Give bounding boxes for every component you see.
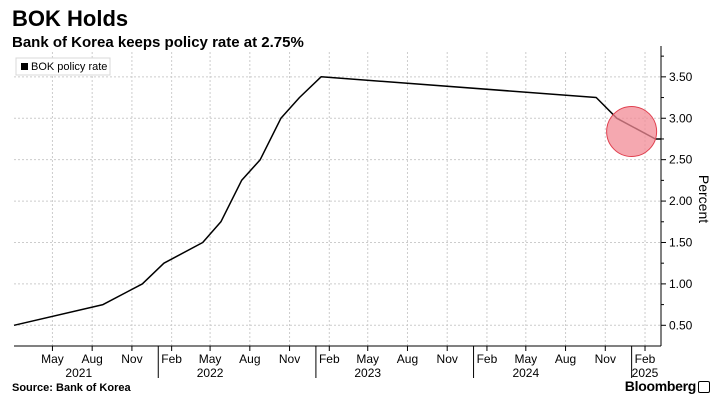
year-label: 2024 <box>512 366 539 380</box>
x-tick-label: Nov <box>279 352 300 366</box>
x-tick-label: Aug <box>239 352 260 366</box>
y-tick-label: 0.50 <box>669 318 693 332</box>
x-tick-label: Aug <box>555 352 576 366</box>
x-tick-label: May <box>199 352 222 366</box>
x-tick-label: Feb <box>319 352 340 366</box>
x-tick-label: May <box>41 352 64 366</box>
legend-label: BOK policy rate <box>31 61 107 73</box>
x-tick-label: Nov <box>595 352 616 366</box>
x-tick-label: Feb <box>161 352 182 366</box>
series-line-bok-policy-rate <box>13 76 661 327</box>
y-tick-label: 2.50 <box>669 153 693 167</box>
highlight-circle <box>606 106 658 158</box>
year-label: 2021 <box>65 366 92 380</box>
legend-swatch <box>21 63 28 70</box>
y-tick-label: 2.00 <box>669 194 693 208</box>
x-tick-label: Nov <box>121 352 142 366</box>
x-tick-label: May <box>356 352 379 366</box>
y-tick-label: 3.00 <box>669 111 693 125</box>
bloomberg-logo: Bloomberg <box>624 378 697 394</box>
x-tick-label: Nov <box>437 352 458 366</box>
x-tick-label: Feb <box>635 352 656 366</box>
y-tick-label: 1.50 <box>669 235 693 249</box>
y-tick-label: 3.50 <box>669 70 693 84</box>
x-tick-label: Aug <box>81 352 102 366</box>
year-label: 2025 <box>632 366 659 380</box>
y-axis-label: Percent <box>696 175 712 223</box>
year-label: 2023 <box>354 366 381 380</box>
x-tick-label: Aug <box>397 352 418 366</box>
chart-subtitle: Bank of Korea keeps policy rate at 2.75% <box>12 34 304 51</box>
bloomberg-terminal-icon <box>698 381 710 393</box>
x-tick-label: Feb <box>477 352 498 366</box>
legend-box <box>15 57 111 76</box>
source-note: Source: Bank of Korea <box>12 382 131 394</box>
chart-title: BOK Holds <box>12 6 129 31</box>
y-tick-label: 1.00 <box>669 277 693 291</box>
x-tick-label: May <box>514 352 537 366</box>
year-label: 2022 <box>197 366 224 380</box>
